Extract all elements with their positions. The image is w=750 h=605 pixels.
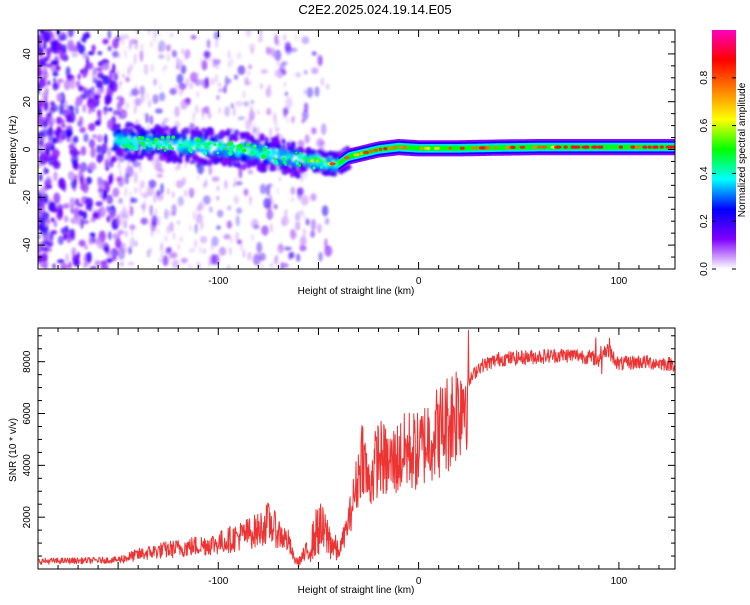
x-tick-label: 100 [611, 576, 628, 587]
colorbar-tick-label: 0.0 [699, 262, 710, 276]
colorbar-label: Normalized spectral amplitude [737, 82, 748, 217]
x-tick-label: 0 [416, 576, 422, 587]
snr-plot-area [38, 328, 675, 569]
chart-title: C2E2.2025.024.19.14.E05 [298, 2, 451, 17]
colorbar-tick-label: 0.4 [699, 166, 710, 180]
spectrogram-x-axis-label: Height of straight line (km) [298, 286, 415, 297]
snr-x-axis-label: Height of straight line (km) [298, 585, 415, 596]
spectrogram-frame [37, 29, 676, 270]
y-tick-label: 40 [22, 48, 33, 60]
y-tick-label: 2000 [22, 506, 33, 529]
spectrogram-y-axis-label: Frequency (Hz) [8, 116, 19, 185]
snr-axes: -100 0 100 2000 4000 6000 8000 [22, 328, 675, 587]
spectrogram-image [38, 30, 675, 269]
colorbar-tick-label: 0.6 [699, 118, 710, 132]
y-tick-label: 6000 [22, 402, 33, 425]
spectrogram-panel: -100 0 100 -40 -20 0 20 40 Height of straight l… [8, 29, 676, 297]
x-tick-label: -100 [208, 576, 228, 587]
snr-y-axis-label: SNR (10 * v/v) [8, 418, 19, 482]
colorbar-tick-label: 0.2 [699, 214, 710, 228]
y-tick-label: 4000 [22, 454, 33, 477]
snr-frame [37, 327, 676, 570]
y-tick-label: -20 [22, 190, 33, 205]
colorbar: 0.0 0.2 0.4 0.6 0.8 Normalized spectral ampl… [699, 30, 748, 276]
snr-panel: -100 0 100 2000 4000 6000 8000 Height of strai… [8, 327, 676, 596]
y-tick-label: 20 [22, 96, 33, 108]
x-tick-label: 0 [416, 276, 422, 287]
spectrogram-axes: -100 0 100 -40 -20 0 20 40 [22, 29, 675, 287]
colorbar-tick-label: 0.8 [699, 70, 710, 84]
y-tick-label: 8000 [22, 350, 33, 373]
y-tick-label: 0 [22, 146, 33, 152]
colorbar-gradient [712, 30, 736, 269]
x-tick-label: 100 [611, 276, 628, 287]
y-tick-label: -40 [22, 237, 33, 252]
x-tick-label: -100 [208, 276, 228, 287]
snr-series-line [38, 329, 675, 568]
colorbar-ticks: 0.0 0.2 0.4 0.6 0.8 [699, 70, 736, 276]
